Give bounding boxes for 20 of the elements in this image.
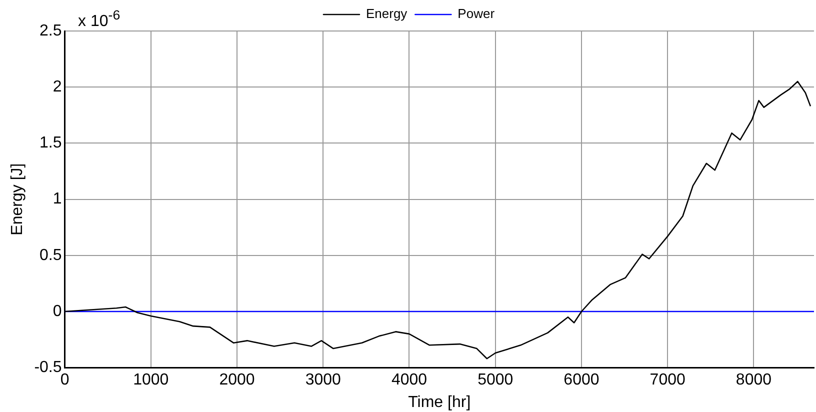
text: x 10$^{-6}$ bbox=[78, 8, 120, 30]
y-axis-title: Energy [J] bbox=[9, 163, 26, 236]
legend-label: Energy bbox=[366, 6, 408, 22]
x-tick-label: 6000 bbox=[564, 372, 600, 389]
y-tick-label: 1 bbox=[52, 190, 62, 208]
y-tick-label: 0 bbox=[52, 302, 62, 320]
x-tick-label: 1000 bbox=[133, 372, 169, 389]
x-tick-label: 5000 bbox=[478, 372, 514, 389]
x-axis-title: Time [hr] bbox=[408, 394, 471, 411]
y-tick-label: 2 bbox=[52, 78, 62, 96]
y-tick-label: -0.5 bbox=[34, 359, 62, 376]
x-tick-label: 4000 bbox=[391, 372, 428, 389]
y-tick-label: 2.5 bbox=[40, 22, 62, 40]
x-tick-label: 2000 bbox=[219, 372, 255, 389]
x-tick-label: 7000 bbox=[650, 372, 686, 389]
x-tick-label: 3000 bbox=[305, 372, 342, 389]
y-tick-label: 1.5 bbox=[40, 134, 62, 152]
legend-label: Power bbox=[458, 6, 496, 22]
x-tick-label: 8000 bbox=[736, 372, 772, 389]
y-tick-label: 0.5 bbox=[40, 246, 62, 264]
